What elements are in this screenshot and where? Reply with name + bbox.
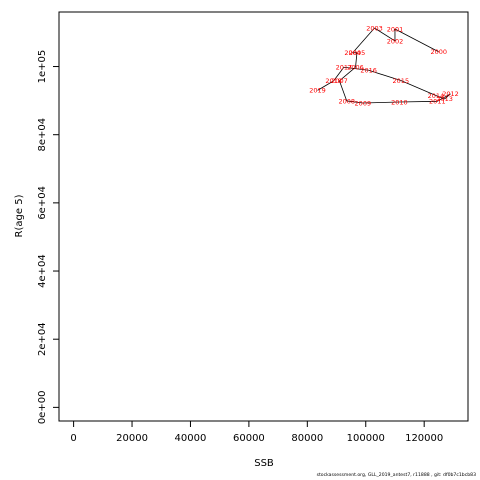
y-tick-label: 1e+05 (37, 50, 48, 84)
x-tick-label: 60000 (233, 433, 265, 444)
plot-frame (58, 11, 469, 422)
y-tick-label: 0e+00 (37, 391, 48, 425)
trajectory-segment (346, 100, 363, 104)
year-label: 2010 (391, 98, 408, 106)
x-axis: 0 20000 40000 60000 80000 100000 120000 (70, 420, 443, 444)
year-label: 2008 (338, 97, 355, 105)
year-label: 2013 (436, 95, 453, 103)
year-label: 2000 (431, 48, 448, 56)
trajectory-segment (355, 52, 358, 68)
year-label: 2003 (366, 24, 383, 32)
y-axis: 0e+00 2e+04 4e+04 6e+04 8e+04 1e+05 (37, 50, 60, 425)
footer-credit: stockassessment.org, GLL_2019_antest7, r… (316, 473, 476, 478)
trajectory-segment (343, 66, 369, 71)
trajectory-segment (352, 27, 375, 54)
year-label: 2001 (387, 25, 404, 33)
year-label: 2009 (355, 99, 372, 107)
year-label: 2004 (344, 49, 361, 57)
year-label: 2018 (325, 77, 342, 85)
trajectory-segment (339, 80, 348, 102)
y-tick-label: 8e+04 (37, 118, 48, 152)
year-label: 2015 (393, 77, 410, 85)
year-label: 2005 (349, 49, 366, 57)
x-tick-label: 100000 (347, 433, 385, 444)
trajectory-lines (317, 27, 451, 104)
year-label: 2002 (387, 37, 404, 45)
year-label: 2016 (360, 67, 377, 75)
trajectory-segment (368, 69, 401, 81)
year-label: 2019 (309, 87, 326, 95)
year-label: 2006 (347, 64, 364, 72)
trajectory-segment (317, 80, 334, 91)
x-tick-label: 80000 (291, 433, 323, 444)
trajectory-segment (399, 100, 438, 103)
trajectory-segment (435, 95, 445, 100)
trajectory-segment (400, 80, 437, 96)
x-tick-label: 120000 (405, 433, 443, 444)
y-tick-label: 4e+04 (37, 254, 48, 288)
year-label: 2017 (336, 64, 353, 72)
trajectory-segment (437, 93, 451, 102)
year-label: 2014 (428, 92, 445, 100)
trajectory-segment (333, 66, 345, 82)
y-axis-label: R(age 5) (14, 194, 25, 237)
year-label: 2012 (442, 90, 459, 98)
x-tick-label: 20000 (116, 433, 148, 444)
y-tick-label: 2e+04 (37, 322, 48, 356)
year-label: 2011 (429, 98, 446, 106)
trajectory-segment (339, 66, 356, 82)
trajectory-segment (444, 93, 451, 100)
y-tick-label: 6e+04 (37, 186, 48, 220)
trajectory-segment (394, 28, 439, 53)
x-axis-label: SSB (254, 458, 274, 469)
x-tick-label: 40000 (175, 433, 207, 444)
trajectory-segment (374, 27, 396, 42)
x-tick-label: 0 (70, 433, 76, 444)
trajectory-segment (362, 101, 400, 104)
year-label: 2007 (331, 77, 348, 85)
